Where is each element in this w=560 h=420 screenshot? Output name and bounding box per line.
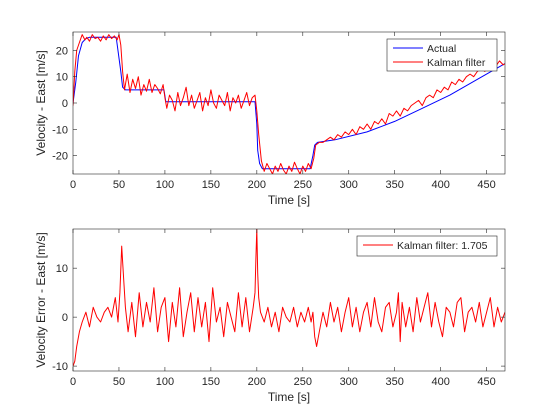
x-tick-label: 100 (156, 376, 174, 388)
legend-box (356, 235, 498, 257)
legend-box (386, 38, 498, 72)
series-line-0 (73, 36, 505, 170)
x-tick-label: 50 (113, 179, 125, 191)
x-tick-label: 400 (431, 179, 449, 191)
velocity-chart-legend: Actual Kalman filter (386, 38, 498, 72)
x-tick-label: 0 (70, 376, 76, 388)
y-tick-label: 0 (62, 98, 68, 110)
velocity-error-chart-legend: Kalman filter: 1.705 (356, 235, 498, 257)
velocity-chart-y-axis-label: Velocity - East [m/s] (34, 50, 48, 155)
x-tick-label: 200 (248, 376, 266, 388)
legend-label-kalman-filter-error: Kalman filter: 1.705 (397, 240, 488, 252)
y-tick-label: 20 (56, 45, 68, 57)
x-tick-label: 0 (70, 179, 76, 191)
x-tick-label: 250 (294, 376, 312, 388)
y-tick-label: 10 (56, 263, 68, 275)
x-tick-label: 350 (386, 179, 404, 191)
x-tick-label: 350 (386, 376, 404, 388)
x-tick-label: 300 (340, 179, 358, 191)
y-tick-label: -10 (52, 361, 68, 373)
legend-label-kalman-filter: Kalman filter (427, 57, 486, 69)
y-tick-label: 0 (62, 312, 68, 324)
x-tick-label: 400 (431, 376, 449, 388)
series-line-1 (73, 34, 505, 174)
legend-label-actual: Actual (427, 43, 456, 55)
velocity-error-chart-x-axis-label: Time [s] (268, 390, 310, 404)
velocity-chart-x-axis-label: Time [s] (268, 193, 310, 207)
x-tick-label: 50 (113, 376, 125, 388)
x-tick-label: 150 (202, 376, 220, 388)
x-tick-label: 450 (477, 376, 495, 388)
x-tick-label: 250 (294, 179, 312, 191)
series-line-0 (73, 229, 505, 367)
y-tick-label: -20 (52, 151, 68, 163)
y-tick-label: -10 (52, 124, 68, 136)
x-tick-label: 450 (477, 179, 495, 191)
x-tick-label: 100 (156, 179, 174, 191)
axes-box (72, 228, 506, 372)
y-tick-label: 10 (56, 72, 68, 84)
x-tick-label: 150 (202, 179, 220, 191)
x-tick-label: 200 (248, 179, 266, 191)
x-tick-label: 300 (340, 376, 358, 388)
velocity-error-chart-y-axis-label: Velocity Error - East [m/s] (34, 232, 48, 367)
